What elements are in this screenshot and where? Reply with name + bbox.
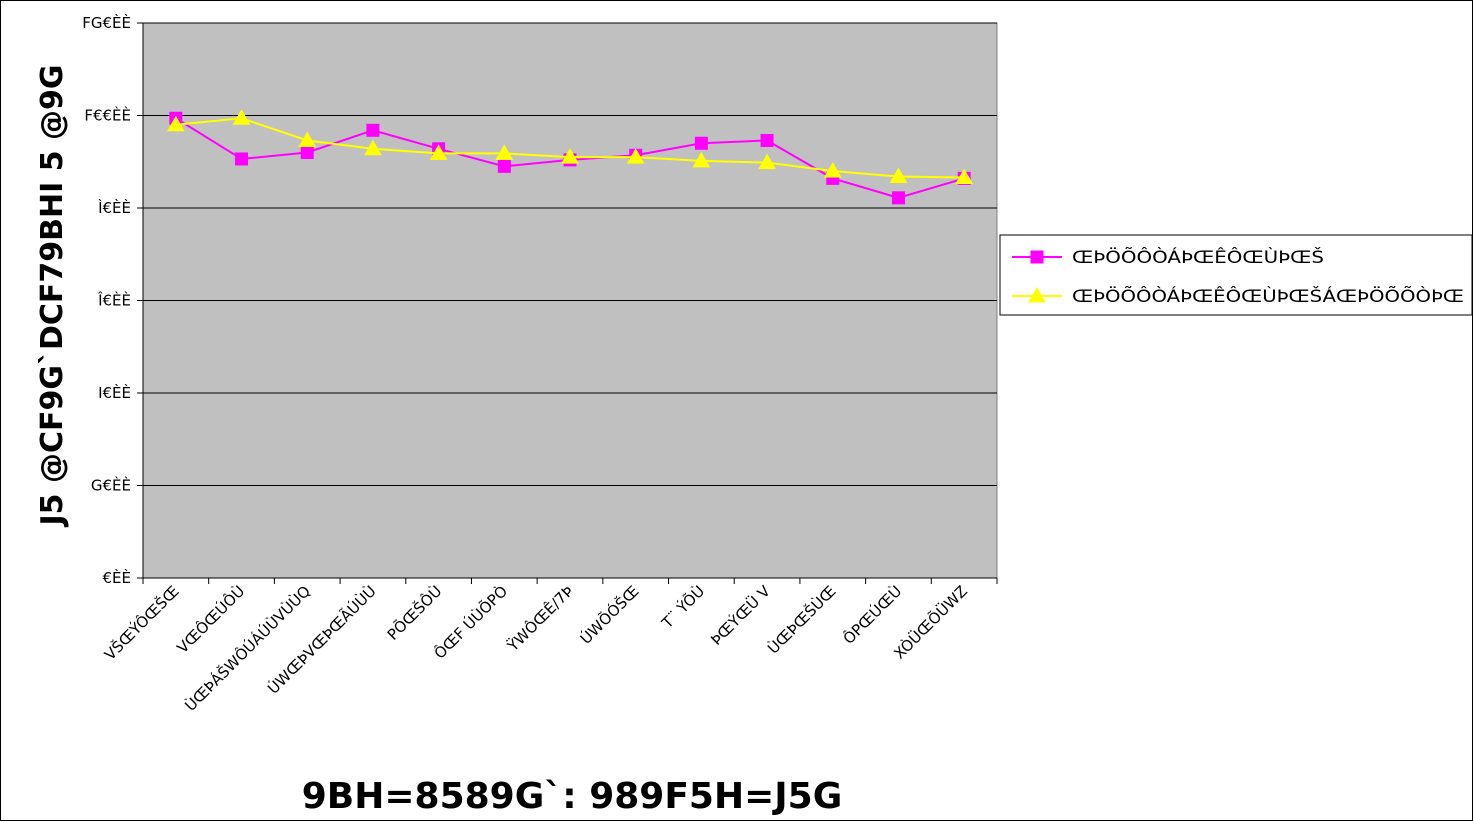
- data-point: [760, 133, 774, 147]
- y-tick-label: F€€ÈÈ: [84, 106, 131, 125]
- x-tick-label: ÚWŒÞVŒÞŒÃÚÙÙ: [263, 581, 379, 697]
- data-point: [235, 152, 249, 166]
- x-tick-label: ÙŒÞŒŠÙŒ: [763, 581, 839, 657]
- x-tick-label: T¨ ÝÕÙ: [657, 581, 708, 632]
- x-axis-label: 9BH=8589G`: 989F5H=J5G: [302, 776, 843, 817]
- gridlines: [143, 22, 997, 486]
- x-tick-label: ÔPŒÚŒÙ: [839, 581, 905, 647]
- legend-item: ŒÞÖÕÔÒÁÞŒÊÔŒÙÞŒŠÁŒÞÖÕÕÒÞŒ: [1012, 285, 1464, 307]
- data-point: [166, 115, 185, 132]
- legend-marker: [1030, 250, 1044, 264]
- data-point: [366, 123, 380, 137]
- x-tick-label: ÙŒÞÁŠWÔÚÁÚÙVÙÙQ: [181, 581, 314, 714]
- data-point: [626, 148, 645, 164]
- legend-label: ŒÞÖÕÔÒÁÞŒÊÔŒÙÞŒŠÁŒÞÖÕÕÒÞŒ: [1072, 285, 1464, 307]
- data-point: [364, 139, 382, 156]
- data-point: [823, 161, 842, 178]
- series-2: [166, 109, 974, 184]
- x-tick-label: ÚWÕÓŠŒ: [576, 581, 642, 647]
- data-point: [692, 151, 711, 168]
- data-point: [232, 109, 251, 125]
- y-tick-label: Î€ÈÈ: [97, 291, 131, 310]
- legend-box: [999, 234, 1473, 316]
- data-point: [955, 168, 974, 184]
- axes: [137, 22, 998, 584]
- x-tick-label: VŠŒÝÔŒŠŒ: [100, 581, 182, 663]
- y-tick-label: FG€ÈÈ: [82, 13, 131, 32]
- x-tick-label: ŸWÔŒÊ/7Þ: [503, 581, 577, 655]
- data-point: [694, 136, 708, 150]
- x-tick-label: ÞŒÝŒÜ V: [706, 581, 774, 649]
- data-point: [300, 146, 314, 159]
- x-tick-label: PÕŒŠÔÙ: [383, 581, 445, 643]
- series: [166, 109, 974, 205]
- x-tick-labels: VŠŒÝÔŒŠŒVŒÔŒÚÔÙÙŒÞÁŠWÔÚÁÚÙVÙÙQÚWŒÞVŒÞŒÃÚ…: [100, 581, 971, 715]
- y-axis-label: J5 @CF9G`DCF79BHI 5 @9G: [35, 64, 70, 527]
- data-point: [495, 144, 514, 160]
- y-tick-labels: €ÈÈ G€ÈÈ I€ÈÈ Î€ÈÈ Ì€ÈÈ F€€ÈÈ FG€ÈÈ: [82, 13, 131, 587]
- data-point: [497, 159, 511, 173]
- data-point: [429, 144, 448, 160]
- y-tick-label: I€ÈÈ: [98, 383, 131, 402]
- legend-marker: [1028, 286, 1046, 303]
- data-point: [889, 167, 908, 184]
- y-tick-label: Ì€ÈÈ: [98, 198, 131, 217]
- y-tick-label: G€ÈÈ: [91, 476, 131, 495]
- legend-item: ŒÞÖÕÔÒÁÞŒÊÔŒÙÞŒŠ: [1012, 246, 1324, 268]
- legend: ŒÞÖÕÔÒÁÞŒÊÔŒÙÞŒŠ ŒÞÖÕÔÒÁÞŒÊÔŒÙÞŒŠÁŒÞÖÕÕÒÞ…: [999, 234, 1473, 316]
- data-point: [561, 148, 579, 164]
- y-tick-label: €ÈÈ: [103, 568, 132, 587]
- legend-label: ŒÞÖÕÔÒÁÞŒÊÔŒÙÞŒŠ: [1072, 246, 1324, 268]
- data-point: [891, 191, 905, 205]
- data-point: [758, 153, 776, 170]
- data-point: [298, 131, 317, 147]
